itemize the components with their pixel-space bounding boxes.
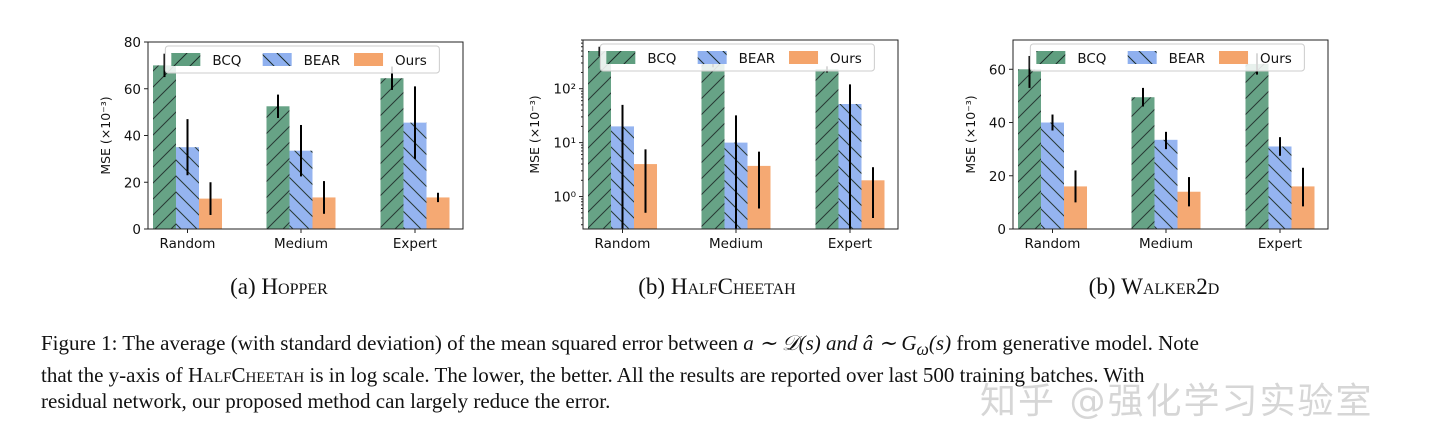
y-tick-label: 20 xyxy=(124,175,141,191)
bar-bcq-medium xyxy=(701,62,725,230)
legend-swatch-bcq xyxy=(171,53,201,66)
y-tick-label: 10⁰ xyxy=(553,190,576,206)
subcaption-label: (b) xyxy=(1088,274,1122,299)
y-tick-label: 0 xyxy=(997,222,1006,238)
bar-bcq-random xyxy=(588,51,612,229)
chart-hopper: BCQ BEAR Ours 0 20 40 60 80 Random Medium Expert MS… xyxy=(98,35,464,252)
x-tick-label: Random xyxy=(595,236,651,252)
x-tick-label: Medium xyxy=(709,236,763,252)
y-tick-label: 40 xyxy=(124,129,141,145)
legend-swatch-bear xyxy=(697,51,727,64)
watermark: 知乎 @强化学习实验室 xyxy=(980,381,1374,421)
legend-label-bear: BEAR xyxy=(739,51,775,67)
bar-bcq-expert xyxy=(1245,63,1269,229)
y-axis-label: MSE (×10⁻³) xyxy=(98,96,113,174)
caption-line-2: that the y-axis of HalfCheetah is in log… xyxy=(41,362,1406,388)
x-tick-label: Expert xyxy=(1258,236,1302,252)
legend-label-ours: Ours xyxy=(1260,51,1292,67)
legend-swatch-bcq xyxy=(1036,51,1066,64)
y-tick-label: 0 xyxy=(132,222,141,238)
y-tick-label: 60 xyxy=(989,62,1006,78)
legend-swatch-bear xyxy=(262,53,292,66)
y-axis-label: MSE (×10⁻³) xyxy=(963,95,978,173)
subcaption-walker2d: (b) Walker2d xyxy=(1089,274,1220,300)
caption-math: (s) xyxy=(928,331,952,355)
x-tick-label: Random xyxy=(160,236,216,252)
caption-env: HalfCheetah xyxy=(187,363,305,388)
bar-bear-medium xyxy=(1154,139,1178,229)
legend: BCQ BEAR Ours xyxy=(164,45,440,74)
bar-bcq-random xyxy=(1018,69,1042,229)
subcaption-label: (b) xyxy=(638,274,671,299)
y-tick-label: 10¹ xyxy=(553,136,576,152)
chart-halfcheetah: BCQ BEAR Ours 10⁰ 10¹ 10² Random Medium Expert MS… xyxy=(527,39,899,252)
bar-bcq-medium xyxy=(266,106,290,229)
caption-line-3: residual network, our proposed method ca… xyxy=(41,389,611,414)
x-tick-label: Expert xyxy=(393,236,437,252)
caption-text: that the y-axis of xyxy=(41,363,188,388)
bar-ours-expert xyxy=(1291,186,1315,229)
bar-ours-random xyxy=(1064,186,1088,229)
bar-bcq-random xyxy=(153,65,177,229)
bar-ours-medium xyxy=(1177,191,1201,229)
legend: BCQ BEAR Ours xyxy=(1029,43,1305,72)
bar-bear-medium xyxy=(289,150,313,229)
axes-frame xyxy=(1012,39,1329,230)
bar-bcq-medium xyxy=(1131,97,1155,229)
caption-line-1: Figure 1: The average (with standard dev… xyxy=(41,330,1406,362)
subcaption-env: HalfCheetah xyxy=(670,274,796,299)
legend-label-bcq: BCQ xyxy=(1077,51,1106,67)
y-axis-label: MSE (×10⁻³) xyxy=(527,95,542,173)
caption-text: is in log scale. The lower, the better. … xyxy=(304,363,1145,388)
legend-frame xyxy=(164,45,440,74)
bar-bear-expert xyxy=(403,122,427,229)
chart-walker2d: BCQ BEAR Ours 0 20 40 60 Random Medium Expert MSE … xyxy=(963,39,1329,252)
bar-bear-random xyxy=(1041,122,1065,229)
y-tick-label: 80 xyxy=(124,35,141,51)
caption-text: Figure 1: The average (with standard dev… xyxy=(41,331,744,355)
subcaption-env: Walker2d xyxy=(1121,274,1220,299)
legend-swatch-ours xyxy=(1219,51,1249,64)
x-tick-label: Medium xyxy=(1139,236,1193,252)
bar-bcq-expert xyxy=(380,78,404,229)
legend-swatch-bear xyxy=(1127,51,1157,64)
subcaption-halfcheetah: (b) HalfCheetah xyxy=(638,274,795,300)
figure-caption: Figure 1: The average (with standard dev… xyxy=(41,330,1406,414)
legend-frame xyxy=(1029,43,1305,72)
legend: BCQ BEAR Ours xyxy=(599,43,875,72)
caption-math: a ∼ 𝒟(s) and â ∼ G xyxy=(743,331,917,355)
caption-text: from generative model. Note xyxy=(951,331,1199,355)
legend-label-bear: BEAR xyxy=(1169,51,1205,67)
legend-swatch-ours xyxy=(789,51,819,64)
bar-bear-random xyxy=(176,147,200,229)
subcaption-label: (a) xyxy=(230,274,262,299)
bar-bcq-expert xyxy=(815,69,839,229)
subcaption-env: Hopper xyxy=(261,274,328,299)
y-tick-label: 20 xyxy=(989,169,1006,185)
legend-label-ours: Ours xyxy=(395,53,427,69)
legend-swatch-bcq xyxy=(606,51,636,64)
y-tick-label: 10² xyxy=(553,82,576,98)
legend-label-bear: BEAR xyxy=(304,53,340,69)
subcaption-hopper: (a) Hopper xyxy=(230,274,328,300)
bar-charts: BCQ BEAR Ours 0 20 40 60 80 Random Medium Expert MS… xyxy=(98,35,1329,252)
x-tick-label: Expert xyxy=(828,236,872,252)
legend-frame xyxy=(599,43,875,72)
y-tick-label: 40 xyxy=(989,116,1006,132)
legend-label-bcq: BCQ xyxy=(212,53,241,69)
bar-ours-expert xyxy=(426,197,450,229)
x-tick-label: Random xyxy=(1025,236,1081,252)
legend-label-ours: Ours xyxy=(830,51,862,67)
x-tick-label: Medium xyxy=(274,236,328,252)
y-tick-label: 60 xyxy=(124,82,141,98)
legend-swatch-ours xyxy=(354,53,384,66)
caption-math-sub: ω xyxy=(916,339,929,360)
axes-frame xyxy=(582,39,899,230)
legend-label-bcq: BCQ xyxy=(647,51,676,67)
bar-bear-expert xyxy=(1268,146,1292,229)
